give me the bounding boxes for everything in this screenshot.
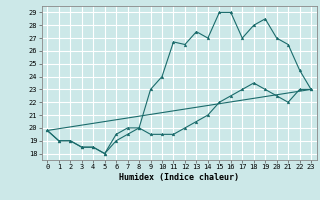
X-axis label: Humidex (Indice chaleur): Humidex (Indice chaleur) [119,173,239,182]
